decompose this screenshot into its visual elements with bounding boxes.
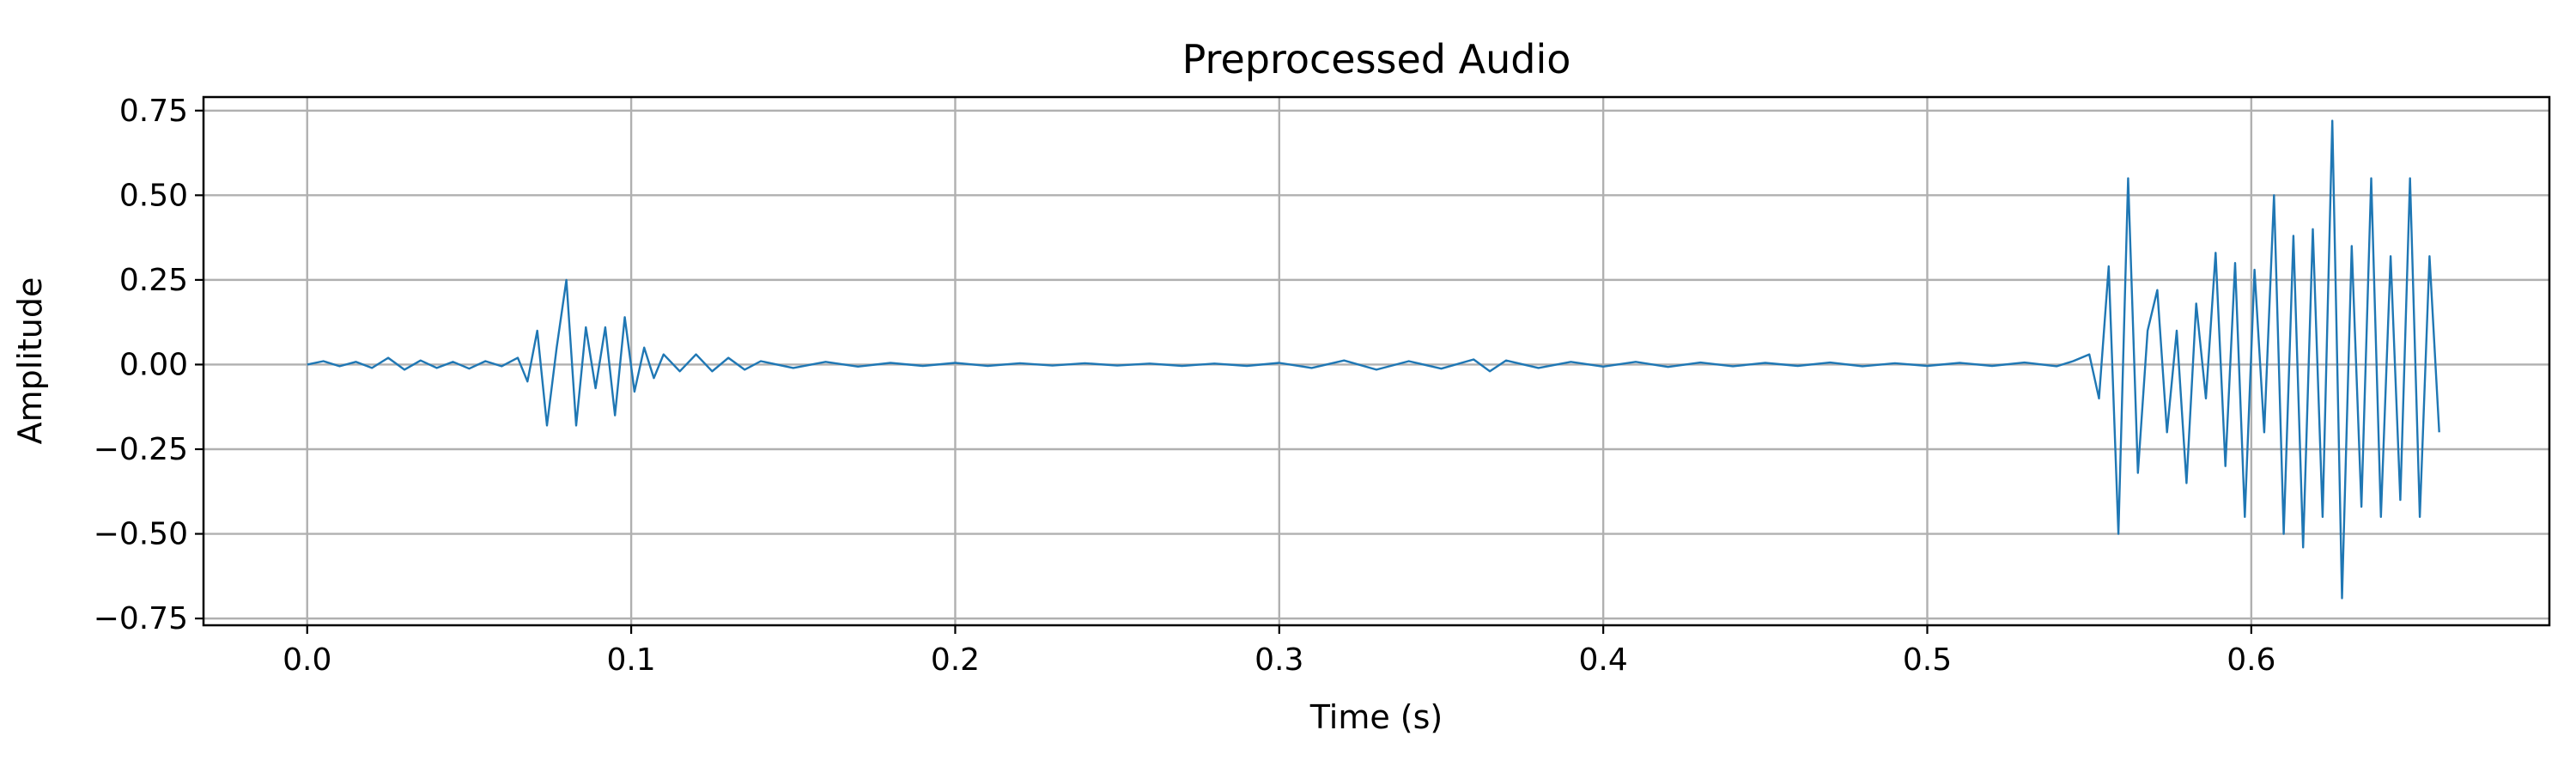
grid-lines [204,97,2549,625]
y-axis: 0.75 0.50 0.25 0.00 −0.25 −0.50 −0.75 [94,94,204,636]
chart-title: Preprocessed Audio [1182,36,1571,82]
x-axis: 0.0 0.1 0.2 0.3 0.4 0.5 0.6 [283,625,2275,678]
y-tick-label: 0.50 [119,178,188,213]
x-axis-title: Time (s) [1309,698,1443,736]
x-tick-label: 0.1 [606,642,655,678]
x-tick-label: 0.5 [1903,642,1952,678]
y-tick-label: −0.50 [94,517,188,552]
y-axis-title: Amplitude [11,277,49,445]
y-tick-label: 0.25 [119,263,188,298]
axes-frame [202,95,2551,627]
x-tick-label: 0.2 [931,642,980,678]
y-tick-label: −0.25 [94,432,188,467]
x-tick-label: 0.4 [1579,642,1628,678]
audio-waveform-line [307,119,2440,600]
x-tick-label: 0.6 [2227,642,2275,678]
y-tick-label: −0.75 [94,601,188,636]
y-tick-label: 0.00 [119,347,188,382]
y-tick-label: 0.75 [119,94,188,129]
x-tick-label: 0.3 [1255,642,1303,678]
plot-area [307,119,2440,600]
x-tick-label: 0.0 [283,642,331,678]
